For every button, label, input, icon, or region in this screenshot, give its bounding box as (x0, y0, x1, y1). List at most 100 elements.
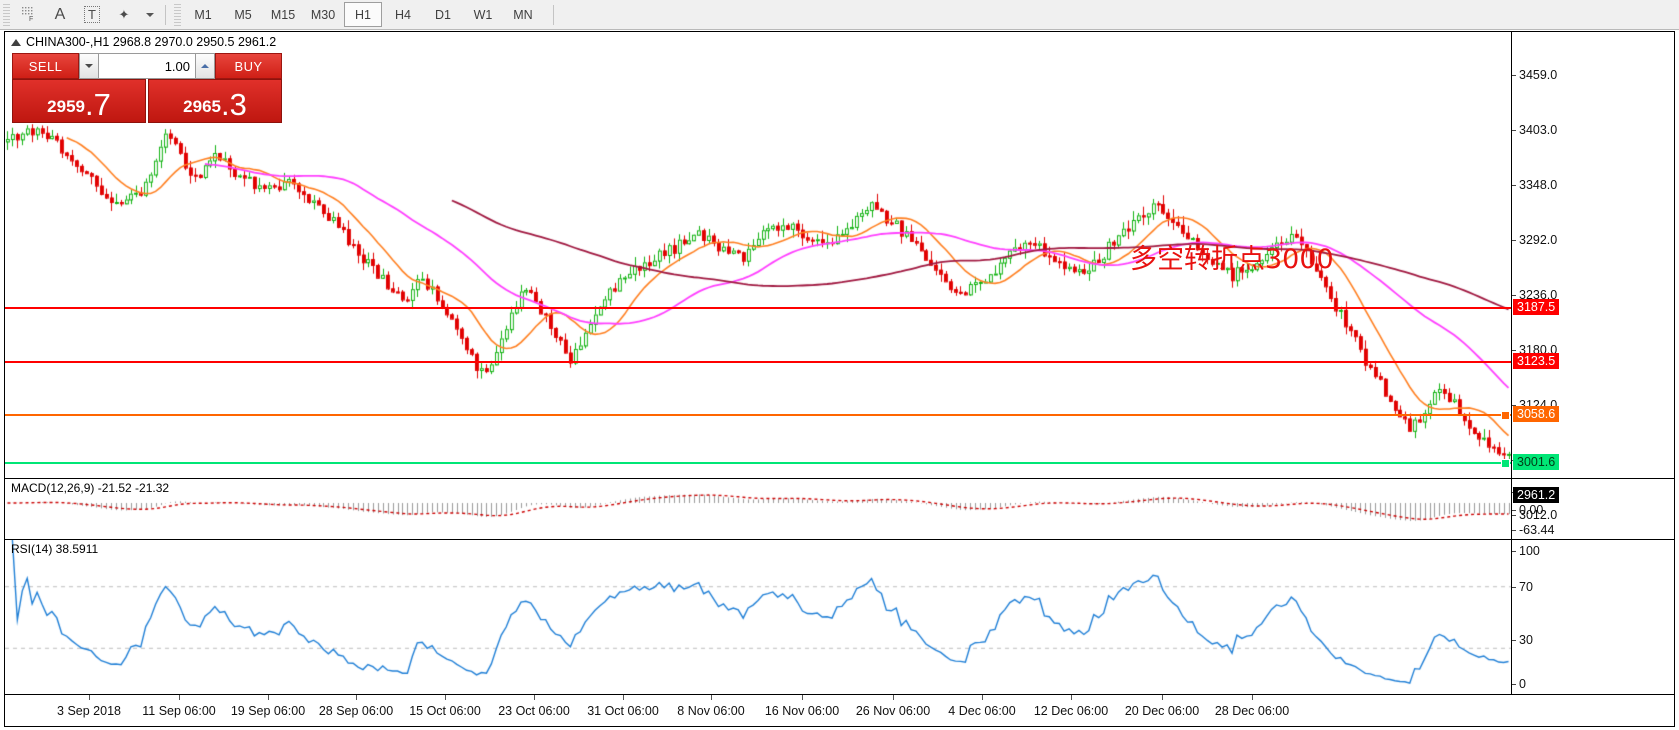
time-tick (982, 695, 983, 700)
time-tick (179, 695, 180, 700)
rsi-label: RSI(14) 38.5911 (11, 542, 99, 556)
chart-annotation: 多空转折点3000 (1130, 244, 1334, 275)
sell-price[interactable]: 2959 .7 (12, 79, 146, 123)
symbol-ohlc-header: CHINA300-,H1 2968.8 2970.0 2950.5 2961.2 (11, 35, 276, 49)
toolbar-divider (165, 4, 166, 25)
time-tick (1162, 695, 1163, 700)
svg-text:F: F (29, 16, 33, 22)
price-tick: 3403.0 (1512, 123, 1557, 137)
buy-price-whole: 2965 (183, 97, 221, 116)
time-tick (356, 695, 357, 700)
text-tool-icon[interactable]: A (54, 5, 66, 23)
symbol-ohlc-text: CHINA300-,H1 2968.8 2970.0 2950.5 2961.2 (26, 35, 277, 49)
level-line-3123.5[interactable] (5, 361, 1511, 363)
text-label-icon[interactable]: T (77, 2, 107, 28)
chevron-down-icon[interactable] (141, 2, 159, 28)
rsi-plot-area[interactable] (5, 540, 1511, 694)
timeframe-m15[interactable]: M15 (270, 7, 296, 22)
crosshair-glyph: F (21, 7, 33, 23)
time-tick-label: 19 Sep 06:00 (230, 704, 306, 718)
level-handle[interactable] (1501, 459, 1510, 468)
timeframe-w1[interactable]: W1 (473, 7, 493, 22)
timeframe-m30[interactable]: M30 (310, 7, 336, 22)
rsi-pane[interactable]: RSI(14) 38.5911 100 70 30 0 (5, 539, 1674, 694)
time-tick-label: 12 Dec 06:00 (1033, 704, 1109, 718)
rsi-tick: 0 (1512, 677, 1526, 691)
volume-decrease-button[interactable] (79, 53, 99, 79)
level-line-3187.5[interactable] (5, 307, 1511, 309)
timeframe-group: M1 M5 M15 M30 H1 H4 D1 W1 MN (183, 2, 543, 27)
time-tick-label: 26 Nov 06:00 (855, 704, 931, 718)
macd-pane[interactable]: MACD(12,26,9) -21.52 -21.32 510.00-63.44 (5, 478, 1674, 539)
volume-input[interactable]: 1.00 (99, 53, 195, 79)
time-tick (623, 695, 624, 700)
time-tick (268, 695, 269, 700)
current-price-label: 2961.2 (1513, 487, 1560, 503)
sell-button[interactable]: SELL (12, 53, 79, 79)
level-label-3123.5[interactable]: 3123.5 (1513, 353, 1560, 369)
time-tick (445, 695, 446, 700)
price-pane[interactable]: CHINA300-,H1 2968.8 2970.0 2950.5 2961.2… (5, 32, 1674, 522)
timeframe-mn[interactable]: MN (513, 7, 533, 22)
timeframe-m5[interactable]: M5 (234, 7, 252, 22)
macd-plot-area[interactable] (5, 479, 1511, 539)
toolbar-divider-2 (553, 4, 554, 25)
buy-price[interactable]: 2965 .3 (148, 79, 282, 123)
one-click-trading-panel[interactable]: SELL 1.00 BUY 2959 .7 2965 .3 (12, 53, 282, 123)
time-tick-label: 23 Oct 06:00 (498, 704, 570, 718)
crosshair-icon[interactable]: F (13, 2, 43, 28)
oct-prices-row: 2959 .7 2965 .3 (12, 79, 282, 123)
toolbar-grip[interactable] (3, 3, 10, 26)
rsi-tick: 30 (1512, 633, 1533, 647)
timeframe-m1[interactable]: M1 (194, 7, 212, 22)
time-tick (1071, 695, 1072, 700)
timeframe-d1[interactable]: D1 (435, 7, 451, 22)
time-tick-label: 28 Sep 06:00 (318, 704, 394, 718)
rsi-tick: 100 (1512, 544, 1540, 558)
time-tick (534, 695, 535, 700)
time-tick (89, 695, 90, 700)
buy-button[interactable]: BUY (215, 53, 282, 79)
time-tick-label: 8 Nov 06:00 (677, 704, 745, 718)
level-label-3187.5[interactable]: 3187.5 (1513, 299, 1560, 315)
rsi-axis: 100 70 30 0 (1511, 540, 1674, 694)
time-tick-label: 3 Sep 2018 (57, 704, 121, 718)
volume-increase-button[interactable] (195, 53, 215, 79)
buy-price-fraction: .3 (220, 87, 247, 122)
timeframe-h4[interactable]: H4 (395, 7, 411, 22)
sell-price-fraction: .7 (84, 87, 111, 122)
time-tick-label: 28 Dec 06:00 (1214, 704, 1290, 718)
chart-window[interactable]: CHINA300-,H1 2968.8 2970.0 2950.5 2961.2… (4, 31, 1675, 727)
macd-label: MACD(12,26,9) -21.52 -21.32 (11, 481, 170, 495)
macd-canvas (5, 479, 1511, 539)
price-axis[interactable]: 3459.0 3403.0 3348.0 3292.0 3236.0 3180.0 3124… (1511, 32, 1674, 522)
macd-tick: -63.44 (1512, 523, 1554, 537)
macd-axis: 510.00-63.44 (1511, 479, 1674, 539)
time-tick-label: 11 Sep 06:00 (142, 704, 216, 718)
price-tick: 3012.0 (1512, 508, 1557, 522)
level-line-3058.6[interactable] (5, 414, 1511, 416)
time-tick (893, 695, 894, 700)
level-label-3001.6[interactable]: 3001.6 (1513, 454, 1560, 470)
timeframe-h1[interactable]: H1 (344, 2, 382, 27)
chevron-down-icon (85, 64, 93, 68)
time-axis[interactable]: 3 Sep 2018 11 Sep 06:00 19 Sep 06:00 28 Sep… (5, 694, 1674, 726)
time-tick (711, 695, 712, 700)
time-tick (802, 695, 803, 700)
time-tick-label: 16 Nov 06:00 (764, 704, 840, 718)
price-tick: 3459.0 (1512, 68, 1557, 82)
level-handle[interactable] (1501, 411, 1510, 420)
sell-price-whole: 2959 (47, 97, 85, 116)
price-tick: 3348.0 (1512, 178, 1557, 192)
objects-icon[interactable]: ✦ (118, 6, 130, 22)
timeframe-grip[interactable] (174, 3, 181, 26)
oct-controls-row: SELL 1.00 BUY (12, 53, 282, 79)
time-tick (1252, 695, 1253, 700)
chevron-up-icon (201, 64, 209, 68)
level-label-3058.6[interactable]: 3058.6 (1513, 406, 1560, 422)
collapse-icon[interactable] (11, 38, 21, 46)
rsi-canvas (5, 540, 1511, 694)
main-toolbar: F A T ✦ M1 M5 M15 M30 H1 H4 D1 W1 MN (0, 0, 1679, 30)
level-line-3001.6[interactable] (5, 462, 1511, 464)
time-tick-label: 4 Dec 06:00 (948, 704, 1016, 718)
